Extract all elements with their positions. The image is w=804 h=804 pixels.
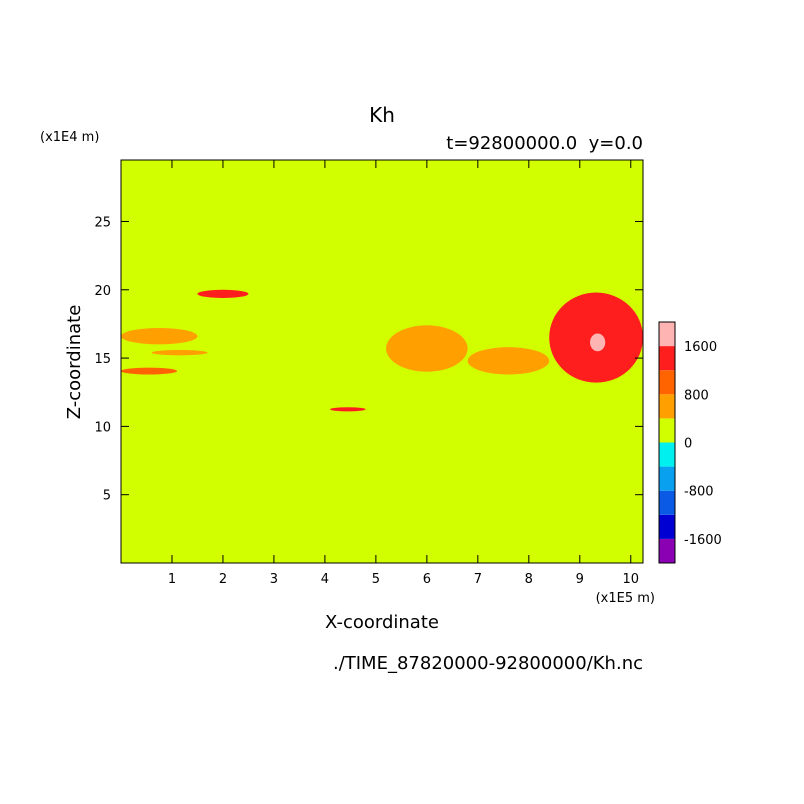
y-tick-label: 5 <box>103 489 111 504</box>
colorbar-segment <box>659 394 675 419</box>
y-tick-label: 25 <box>94 215 111 230</box>
x-axis: 1 2 3 4 5 6 7 8 9 10 <box>168 160 639 587</box>
y-tick-label: 20 <box>94 284 111 299</box>
contour-feature-4 <box>197 289 249 298</box>
colorbar-segment <box>659 370 675 395</box>
source-path: ./TIME_87820000-92800000/Kh.nc <box>333 653 643 674</box>
colorbar-frame <box>658 321 676 564</box>
colorbar-segment <box>659 322 675 347</box>
contour-feature-1 <box>121 328 198 345</box>
x-tick-label: 1 <box>168 572 176 587</box>
y-tick-label: 15 <box>94 352 111 367</box>
chart-title: Kh <box>369 103 395 127</box>
y-axis: 5 10 15 20 25 <box>94 215 643 504</box>
colorbar-segment <box>659 418 675 443</box>
colorbar-segment <box>659 514 675 539</box>
y-axis-unit: (x1E4 m) <box>40 130 99 145</box>
x-tick-label: 4 <box>321 572 329 587</box>
contour-feature-9 <box>589 333 606 352</box>
x-tick-label: 10 <box>622 572 639 587</box>
chart-subtitle: t=92800000.0 y=0.0 <box>446 133 643 154</box>
colorbar-tick-label: -800 <box>684 485 714 500</box>
contour-feature-6 <box>386 325 468 372</box>
colorbar-segment <box>659 490 675 515</box>
colorbar-segment <box>659 442 675 467</box>
x-tick-label: 8 <box>525 572 533 587</box>
colorbar-segment <box>659 346 675 371</box>
x-tick-label: 5 <box>372 572 380 587</box>
y-tick-label: 10 <box>94 420 111 435</box>
colorbar-segment <box>659 538 675 563</box>
colorbar-tick-label: 1600 <box>684 340 717 355</box>
plot-area <box>121 160 643 563</box>
y-axis-label: Z-coordinate <box>64 305 85 420</box>
contour-feature-5 <box>330 407 366 412</box>
contour-feature-3 <box>151 349 208 356</box>
x-tick-label: 2 <box>219 572 227 587</box>
contour-feature-7 <box>467 347 550 375</box>
x-axis-unit: (x1E5 m) <box>596 591 655 606</box>
colorbar-tick-label: -1600 <box>684 533 722 548</box>
colorbar: -1600 -800 0 800 1600 <box>658 321 722 564</box>
x-tick-label: 6 <box>423 572 431 587</box>
colorbar-segment <box>659 466 675 491</box>
contour-features <box>121 289 643 412</box>
colorbar-tick-label: 0 <box>684 437 692 452</box>
x-tick-label: 3 <box>270 572 278 587</box>
x-axis-label: X-coordinate <box>325 612 439 633</box>
x-tick-label: 7 <box>474 572 482 587</box>
x-tick-label: 9 <box>576 572 584 587</box>
plot-frame <box>120 159 644 564</box>
contour-feature-2 <box>121 367 178 375</box>
colorbar-tick-label: 800 <box>684 388 709 403</box>
